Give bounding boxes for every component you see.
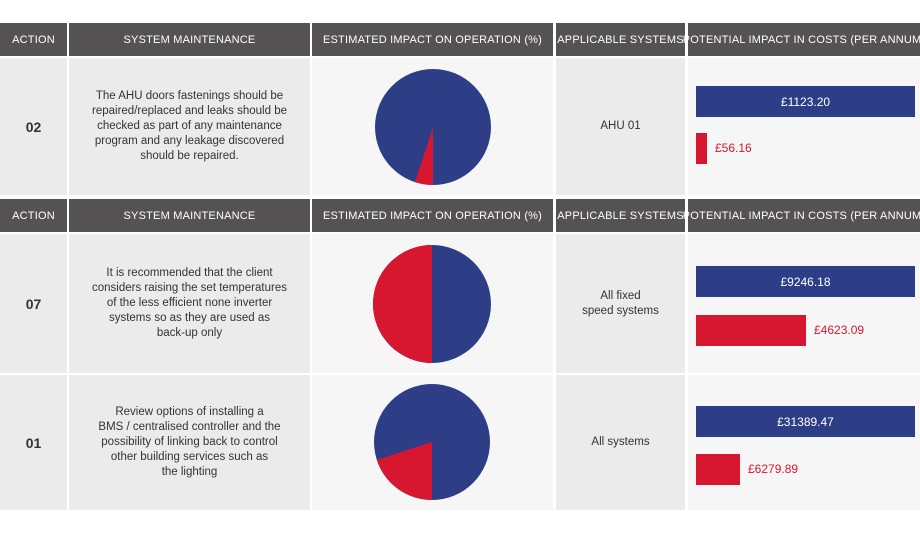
description-line: of the less efficient none inverter [106,297,273,309]
description-line: other building services such as [110,451,269,463]
row-description: Review options of installing a BMS / cen… [69,375,310,510]
applicable-systems: All fixed speed systems [582,289,659,319]
description-line: repaired/replaced and leaks should be [92,105,287,117]
cost-bar-saving [696,454,740,485]
bar-label-saving: £56.16 [715,141,752,155]
maintenance-description: It is recommended that the client consid… [72,266,307,341]
row-systems: All fixed speed systems [556,234,685,373]
header-potential-impact-costs: POTENTIAL IMPACT IN COSTS (PER ANNUM) [683,199,920,232]
description-line: should be repaired. [140,150,239,162]
description-line: systems so as they are used as [108,312,271,324]
description-line: BMS / centralised controller and the [98,421,281,433]
bar-label-total: £31389.47 [777,414,834,429]
impact-pie-chart [375,69,491,185]
systems-line: All fixed [600,289,641,302]
description-line: back-up only [156,327,223,339]
header-potential-impact-costs: POTENTIAL IMPACT IN COSTS (PER ANNUM) [683,23,920,56]
description-line: Review options of installing a [115,406,264,418]
row-description: The AHU doors fastenings should be repai… [69,58,310,195]
impact-pie-chart [374,384,490,500]
action-number: 01 [25,434,42,451]
bar-label-total: £1123.20 [780,94,831,109]
systems-line: All systems [591,436,650,448]
description-line: It is recommended that the client [106,267,273,279]
row-description: It is recommended that the client consid… [69,234,310,373]
cost-bar-total: £1123.20 [696,86,915,117]
header-system-maintenance: SYSTEM MAINTENANCE [69,199,310,232]
cost-bar-saving [696,315,806,346]
header-estimated-impact: ESTIMATED IMPACT ON OPERATION (%) [312,199,553,232]
pie-slice-impact [415,127,433,185]
cost-bar-total: £31389.47 [696,406,915,437]
header-system-maintenance: SYSTEM MAINTENANCE [69,23,310,56]
systems-line: speed systems [582,304,659,317]
description-line: considers raising the set temperatures [92,282,287,294]
bar-label-saving: £4623.09 [814,323,865,337]
row-costs-cell [688,234,920,373]
impact-pie-chart [373,245,491,363]
maintenance-description: Review options of installing a BMS / cen… [78,405,300,480]
header-action: ACTION [0,23,67,56]
applicable-systems: All systems [591,435,649,450]
pie-slice-impact [373,245,432,363]
description-line: program and any leakage discovered [94,135,285,147]
cost-bar-total: £9246.18 [696,266,915,297]
header-action: ACTION [0,199,67,232]
description-line: checked as part of any maintenance [97,120,282,132]
description-line: possibility of linking back to control [101,436,278,448]
cost-bar-saving [696,133,707,164]
row-action: 02 [0,58,67,195]
header-applicable-systems: APPLICABLE SYSTEMS [556,23,685,56]
description-line: the lighting [161,466,218,478]
row-systems: All systems [556,375,685,510]
maintenance-description: The AHU doors fastenings should be repai… [72,89,307,164]
applicable-systems: AHU 01 [600,119,640,134]
systems-line: AHU 01 [600,120,641,132]
description-line: The AHU doors fastenings should be [95,90,284,102]
header-applicable-systems: APPLICABLE SYSTEMS [556,199,685,232]
bar-label-total: £9246.18 [780,274,831,289]
header-estimated-impact: ESTIMATED IMPACT ON OPERATION (%) [312,23,553,56]
row-action: 01 [0,375,67,510]
action-number: 02 [25,118,42,135]
row-action: 07 [0,234,67,373]
row-costs-cell [688,375,920,510]
row-systems: AHU 01 [556,58,685,195]
row-costs-cell [688,58,920,195]
pie-slice-impact [376,442,432,500]
bar-label-saving: £6279.89 [748,462,799,476]
action-number: 07 [25,295,42,312]
